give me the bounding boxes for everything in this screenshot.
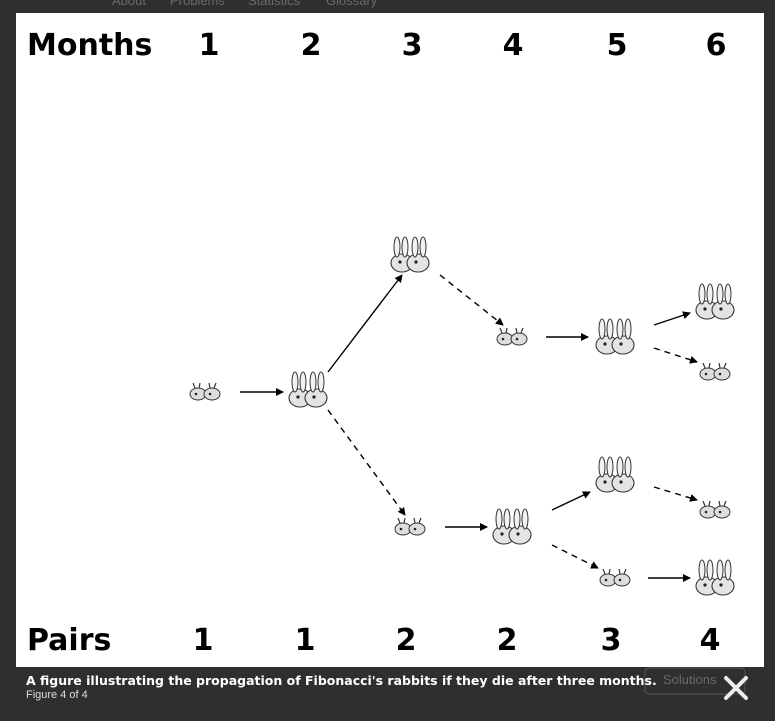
pair-count: 1 [295, 623, 316, 658]
header-label: Months [27, 28, 152, 63]
month-label: 6 [706, 28, 727, 63]
month-label: 4 [503, 28, 524, 63]
month-label: 3 [402, 28, 423, 63]
footer-label: Pairs [27, 623, 111, 658]
month-label: 1 [199, 28, 220, 63]
pair-count: 4 [700, 623, 721, 658]
lightbox-image [16, 13, 764, 667]
close-button[interactable] [722, 674, 750, 702]
pair-count: 3 [601, 623, 622, 658]
pair-count: 2 [497, 623, 518, 658]
caption: A figure illustrating the propagation of… [26, 673, 657, 688]
nav-link[interactable]: Glossary [326, 0, 378, 8]
pair-count: 1 [193, 623, 214, 658]
nav-link[interactable]: Statistics [248, 0, 301, 8]
column-labels: 1 2 3 4 5 6 1 1 2 2 3 4 [193, 28, 727, 658]
background-nav: About Problems Statistics Glossary [112, 0, 378, 8]
arrows [240, 274, 698, 582]
figure-counter: Figure 4 of 4 [26, 689, 88, 701]
month-label: 2 [301, 28, 322, 63]
nav-link[interactable]: About [112, 0, 146, 8]
nav-link[interactable]: Problems [170, 0, 225, 8]
pair-count: 2 [396, 623, 417, 658]
background-button-label: Solutions [663, 672, 717, 687]
month-label: 5 [607, 28, 628, 63]
